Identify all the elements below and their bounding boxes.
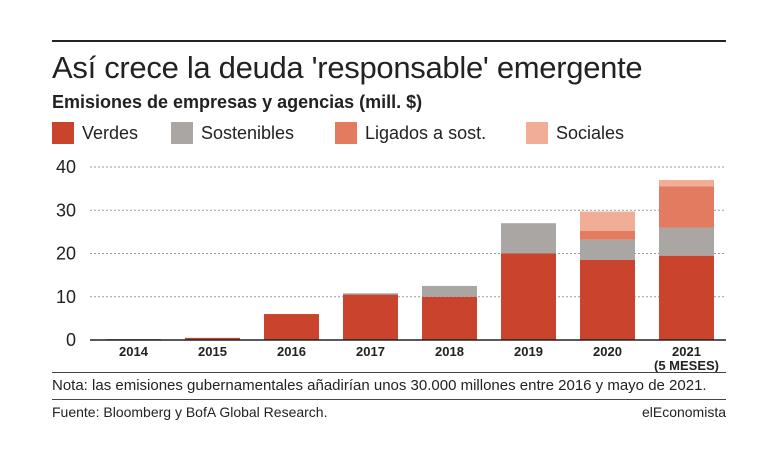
bar-2021-verdes — [659, 255, 714, 340]
legend-item-sostenibles: Sostenibles — [171, 122, 294, 144]
bar-2018-verdes — [422, 296, 477, 340]
bar-2018-sostenibles — [422, 285, 477, 297]
y-tick-label-30: 30 — [56, 200, 76, 220]
chart-legend: Verdes Sostenibles Ligados a sost. Socia… — [52, 122, 732, 146]
bar-2021-sociales — [659, 179, 714, 187]
x-tick-label-2021: 2021 — [672, 344, 701, 359]
bar-2019-verdes — [501, 253, 556, 340]
legend-item-ligados: Ligados a sost. — [335, 122, 486, 144]
x-tick-label-2015: 2015 — [198, 344, 227, 359]
y-tick-label-40: 40 — [56, 157, 76, 177]
legend-label-sostenibles: Sostenibles — [201, 122, 295, 143]
legend-swatch-verdes — [52, 122, 74, 144]
x-tick-sublabel-2021: (5 MESES) — [654, 358, 719, 372]
y-tick-label-0: 0 — [66, 330, 76, 350]
legend-swatch-sociales — [526, 122, 548, 144]
bar-2016-verdes — [264, 314, 319, 340]
y-tick-label-10: 10 — [56, 287, 76, 307]
legend-swatch-sostenibles — [171, 122, 193, 144]
bar-2021-sostenibles — [659, 227, 714, 256]
bar-2021-ligados-a-sost- — [659, 186, 714, 228]
brand-logo-text: elEconomista — [641, 404, 726, 420]
x-tick-label-2019: 2019 — [514, 344, 543, 359]
bar-2017-sostenibles — [343, 293, 398, 295]
x-tick-label-2016: 2016 — [277, 344, 306, 359]
legend-swatch-ligados — [335, 122, 357, 144]
chart-source: Fuente: Bloomberg y BofA Global Research… — [52, 404, 328, 420]
chart-title: Así crece la deuda 'responsable' emergen… — [52, 50, 643, 85]
note-divider — [52, 372, 726, 373]
bar-2020-ligados-a-sost- — [580, 231, 635, 240]
legend-label-ligados: Ligados a sost. — [365, 122, 487, 143]
chart-subtitle: Emisiones de empresas y agencias (mill. … — [52, 92, 423, 112]
footer-divider — [52, 399, 726, 400]
y-tick-label-20: 20 — [56, 244, 76, 264]
legend-item-verdes: Verdes — [52, 122, 138, 144]
bar-2015-verdes — [185, 337, 240, 340]
x-tick-label-2017: 2017 — [356, 344, 385, 359]
bar-2020-sostenibles — [580, 239, 635, 260]
bar-2017-verdes — [343, 294, 398, 340]
legend-label-verdes: Verdes — [82, 122, 139, 143]
legend-label-sociales: Sociales — [556, 122, 625, 143]
chart-note: Nota: las emisiones gubernamentales añad… — [52, 377, 707, 394]
top-rule — [52, 40, 726, 42]
bar-2020-sociales — [580, 211, 635, 232]
x-tick-label-2018: 2018 — [435, 344, 464, 359]
bar-2020-verdes — [580, 259, 635, 340]
stacked-bar-chart: 0 10 20 30 40 2014 2015 2016 2017 2018 2019 2020 202… — [56, 157, 726, 372]
bar-2019-sostenibles — [501, 223, 556, 254]
x-tick-label-2014: 2014 — [119, 344, 149, 359]
x-tick-label-2020: 2020 — [593, 344, 622, 359]
legend-item-sociales: Sociales — [526, 122, 624, 144]
